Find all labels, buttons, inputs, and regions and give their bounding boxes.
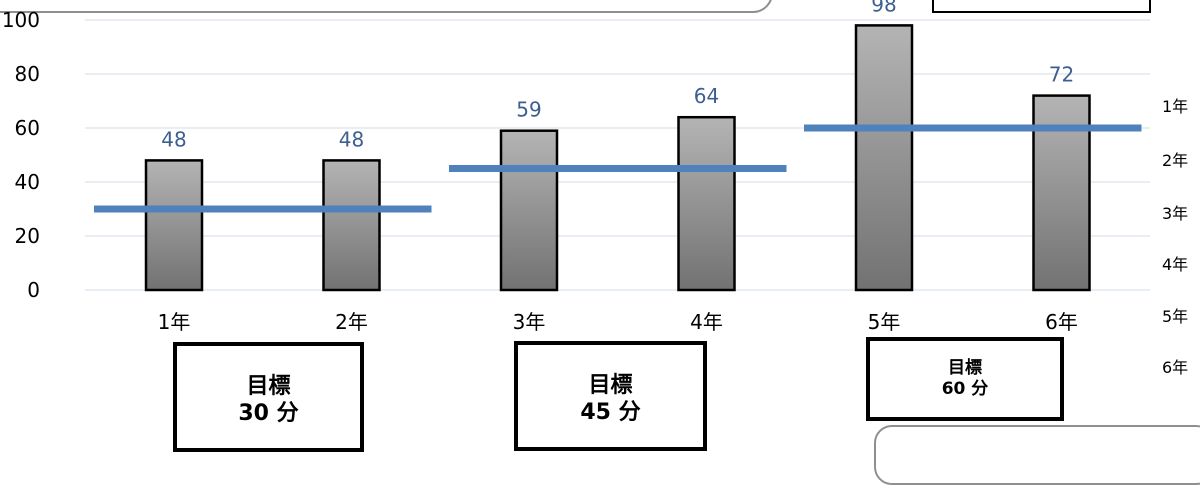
bar [322,159,381,292]
goal-box-2: 目標 45 分 [514,341,707,451]
goal-label: 目標 [246,373,291,399]
y-tick-label: 60 [15,116,40,140]
decorative-box-top [932,0,1151,13]
y-tick-label: 80 [15,62,40,86]
y-tick-label: 40 [15,170,40,194]
x-tick-label: 6年 [1045,310,1078,334]
bar [854,24,914,292]
bar [677,115,736,292]
legend-fragment-2: 2年 [1162,151,1189,170]
data-label: 64 [694,84,719,108]
goal-label: 目標 [948,357,982,378]
decorative-outline-bottom [874,425,1200,485]
x-tick-label: 4年 [690,310,723,334]
data-label: 48 [161,127,186,151]
bar-chart: 0 20 40 60 80 100 48 1年 48 2年 59 3年 64 4年 98 5年 72 6年 [2,0,1150,334]
x-tick-label: 5年 [868,310,901,334]
goal-value: 60 分 [941,379,989,399]
data-label: 48 [339,127,364,151]
y-tick-label: 0 [27,278,40,302]
x-tick-label: 1年 [158,310,191,334]
legend-fragment-6: 6年 [1162,358,1189,377]
goal-box-1: 目標 30 分 [173,342,364,452]
goal-value: 30 分 [238,401,299,426]
goal-box-3: 目標 60 分 [866,337,1064,421]
legend-fragment-4: 4年 [1162,255,1189,274]
legend-fragment-5: 5年 [1162,307,1189,326]
legend-fragment-3: 3年 [1162,204,1189,223]
goal-label: 目標 [588,372,633,398]
bar [144,159,204,292]
y-tick-label: 20 [15,224,40,248]
x-tick-label: 3年 [513,310,546,334]
goal-value: 45 分 [580,400,641,425]
data-label: 72 [1049,63,1074,87]
bar [499,129,559,292]
legend-fragment-1: 1年 [1162,97,1189,116]
data-label: 59 [516,98,541,122]
y-tick-label: 100 [2,8,40,32]
x-tick-label: 2年 [335,310,368,334]
data-label: 98 [871,0,896,16]
